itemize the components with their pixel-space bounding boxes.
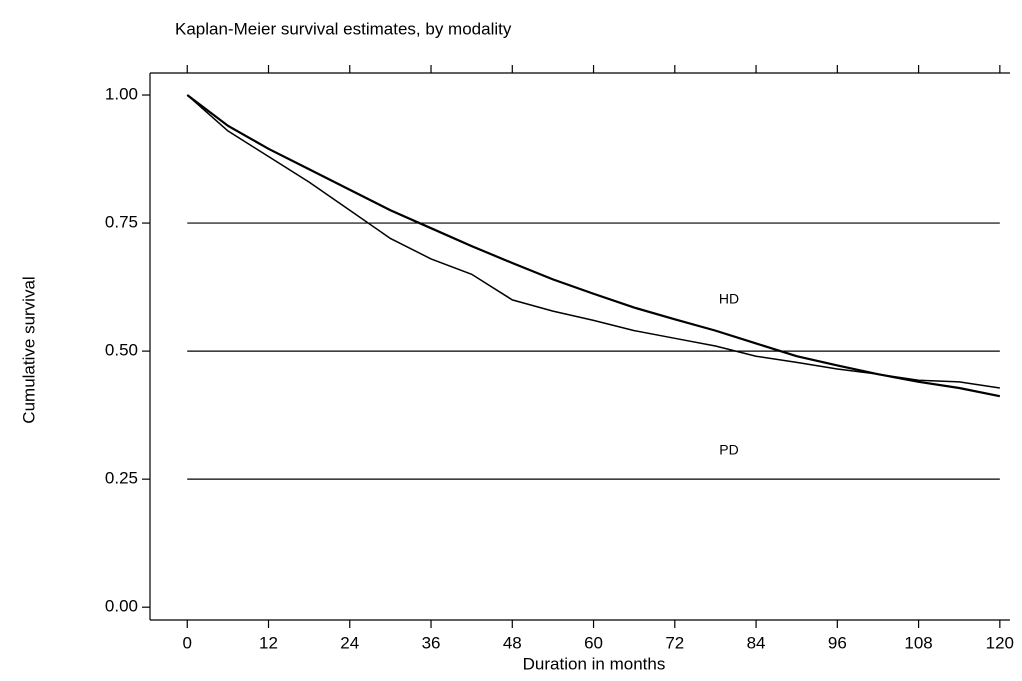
x-tick-label: 108 [904,633,932,652]
annotation: PD [719,442,738,458]
y-tick-label: 0.25 [105,469,138,488]
x-axis-label: Duration in months [523,654,666,673]
x-tick-label: 96 [828,633,847,652]
annotation: HD [719,291,739,307]
chart-title: Kaplan-Meier survival estimates, by moda… [175,19,512,38]
x-tick-label: 72 [665,633,684,652]
x-tick-label: 48 [503,633,522,652]
x-tick-label: 24 [340,633,359,652]
survival-curve [186,94,1001,398]
x-tick-label: 120 [986,633,1014,652]
y-tick-label: 0.50 [105,341,138,360]
x-tick-label: 84 [747,633,766,652]
y-tick-label: 1.00 [105,85,138,104]
x-tick-label: 0 [183,633,192,652]
survival-curve [186,94,1000,389]
x-tick-label: 36 [422,633,441,652]
x-tick-label: 12 [259,633,278,652]
y-tick-label: 0.75 [105,213,138,232]
x-tick-label: 60 [584,633,603,652]
y-axis-label: Cumulative survival [19,276,38,423]
y-tick-label: 0.00 [105,597,138,616]
